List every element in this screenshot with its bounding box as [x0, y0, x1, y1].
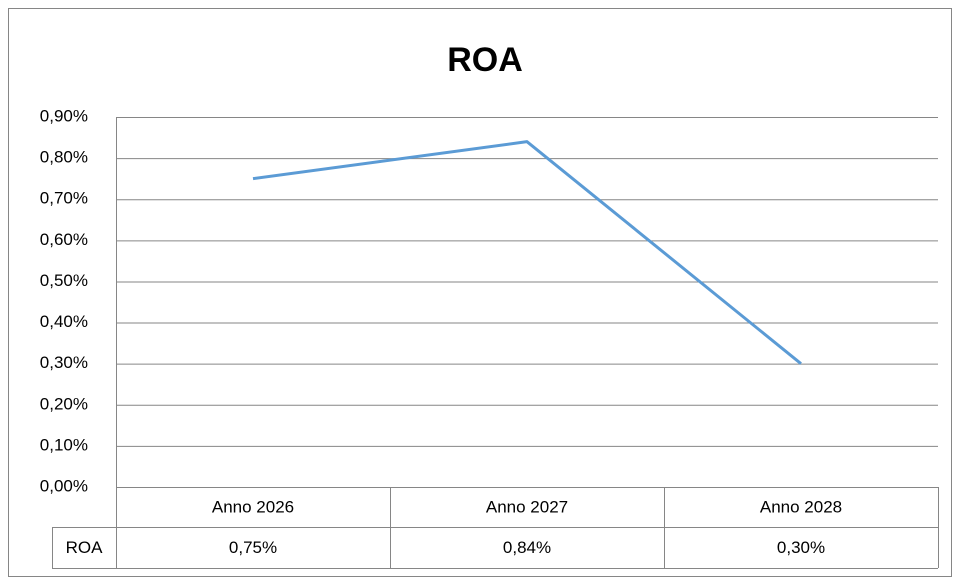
table-value: 0,84% [503, 538, 551, 557]
y-tick-label: 0,40% [40, 312, 88, 331]
x-tick-label: Anno 2027 [486, 497, 568, 516]
table-value: 0,75% [229, 538, 277, 557]
table-series-name: ROA [66, 538, 104, 557]
y-tick-label: 0,00% [40, 476, 88, 495]
chart-border [8, 8, 952, 577]
table-value: 0,30% [777, 538, 825, 557]
x-tick-label: Anno 2028 [760, 497, 842, 516]
y-tick-label: 0,10% [40, 435, 88, 454]
y-tick-label: 0,30% [40, 353, 88, 372]
y-tick-label: 0,70% [40, 189, 88, 208]
x-tick-label: Anno 2026 [212, 497, 294, 516]
y-tick-label: 0,80% [40, 148, 88, 167]
y-tick-label: 0,90% [40, 106, 88, 125]
chart-title: ROA [447, 41, 523, 79]
y-tick-label: 0,50% [40, 271, 88, 290]
line-series [252, 140, 802, 365]
y-tick-label: 0,60% [40, 230, 88, 249]
y-tick-label: 0,20% [40, 394, 88, 413]
